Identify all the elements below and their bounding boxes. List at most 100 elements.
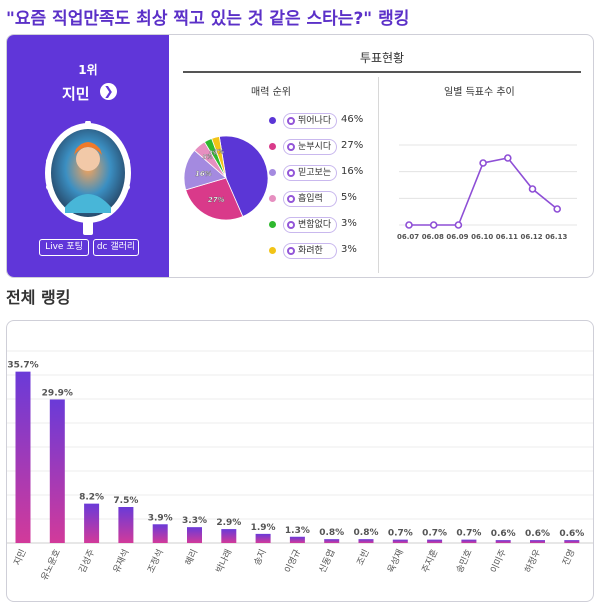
pie-slice-label-4: 5% — [203, 154, 213, 161]
legend-percent: 3% — [341, 244, 357, 255]
legend-color-dot — [269, 117, 276, 124]
bar-12 — [392, 539, 408, 543]
legend-label-text: 화려한 — [298, 246, 323, 256]
trend-point-2 — [429, 221, 438, 229]
legend-label-text: 변함없다 — [298, 220, 332, 230]
bar-value-label-10: 0.8% — [319, 528, 344, 538]
legend-circle-icon — [287, 221, 295, 229]
bar-14 — [461, 539, 477, 543]
vote-summary-card: 1위 지민 ❯ Live 포팅 dc 갤러리 투표현 — [6, 34, 594, 278]
bar-value-label-1: 35.7% — [7, 361, 38, 371]
bar-category-label-1: 지민 — [12, 548, 29, 568]
trend-point-7 — [553, 205, 561, 213]
bar-value-label-5: 3.9% — [148, 513, 173, 523]
trend-point-1 — [405, 221, 413, 229]
legend-color-dot — [269, 195, 276, 202]
legend-color-dot — [269, 169, 276, 176]
pie-slice-1 — [218, 135, 269, 218]
bar-category-label-9: 이영규 — [283, 548, 303, 575]
page-headline: "요즘 직업만족도 최상 찍고 있는 것 같은 스타는?" 랭킹 — [6, 9, 410, 29]
bar-category-label-12: 육성재 — [386, 548, 406, 575]
legend-circle-icon — [287, 195, 295, 203]
pie-slice-label-3: 16% — [195, 170, 212, 178]
bar-category-label-3: 김성주 — [76, 547, 97, 575]
overall-ranking-bar-chart: 35.7% 지민 29.9% 유노윤호 8.2% 김성주 7.5% 유재석 3.9% 조정석 3.3… — [7, 350, 593, 582]
bar-3 — [84, 503, 100, 543]
pie-slice-6 — [211, 136, 227, 179]
live-posting-button[interactable]: Live 포팅 — [39, 239, 89, 256]
bar-category-label-8: 송지 — [252, 548, 269, 568]
bar-category-label-15: 이미주 — [488, 548, 508, 575]
trend-point-6 — [528, 185, 537, 193]
bar-category-label-11: 조빈 — [355, 548, 372, 568]
legend-label: 흡입력 — [283, 191, 337, 207]
bar-category-label-6: 혜리 — [182, 547, 200, 567]
bar-15 — [495, 540, 511, 543]
trend-point-3 — [454, 221, 463, 229]
overall-ranking-card: 35.7% 지민 29.9% 유노윤호 8.2% 김성주 7.5% 유재석 3.9% 조정석 3.3… — [6, 320, 594, 602]
daily-trend-chart — [399, 144, 577, 229]
legend-percent: 27% — [341, 140, 364, 151]
legend-percent: 46% — [341, 114, 364, 125]
bar-13 — [427, 539, 443, 543]
daily-trend-title: 일별 득표수 추이 — [444, 87, 515, 98]
trend-date-label: 06.09 — [446, 233, 469, 241]
trend-date-label: 06.08 — [421, 233, 444, 241]
dc-gallery-button[interactable]: dc 갤러리 — [93, 239, 139, 256]
charm-pie-chart: 27% 16% 5%3%3% — [183, 135, 269, 221]
charm-rank-title: 매력 순위 — [251, 87, 291, 98]
trend-point-5 — [504, 154, 512, 162]
winner-detail-arrow-icon[interactable]: ❯ — [100, 83, 117, 100]
trend-point-4 — [479, 159, 487, 167]
vote-status-title: 투표현황 — [359, 51, 405, 65]
bar-value-label-17: 0.6% — [559, 529, 584, 539]
bar-6 — [187, 527, 202, 543]
legend-label: 믿고보는 — [283, 165, 337, 181]
legend-percent: 5% — [341, 192, 357, 203]
bar-value-label-6: 3.3% — [182, 516, 207, 526]
bar-value-label-12: 0.7% — [388, 529, 413, 539]
bar-category-label-5: 조정석 — [145, 548, 165, 575]
trend-date-label: 06.07 — [397, 233, 420, 241]
bar-value-label-13: 0.7% — [422, 529, 447, 539]
trend-date-label: 06.12 — [520, 233, 543, 241]
legend-color-dot — [269, 247, 276, 254]
legend-color-dot — [269, 143, 276, 150]
bar-1 — [15, 371, 31, 543]
winner-photo — [51, 129, 125, 217]
bar-9 — [289, 536, 305, 543]
winner-photo-frame — [45, 121, 131, 235]
legend-circle-icon — [287, 247, 295, 255]
winner-name: 지민 — [62, 85, 90, 103]
bar-10 — [324, 539, 340, 543]
pie-slice-label-2: 27% — [208, 196, 225, 204]
bar-value-label-9: 1.3% — [285, 526, 310, 536]
bar-value-label-16: 0.6% — [525, 529, 550, 539]
pie-slice-label-6: 3% — [214, 148, 224, 155]
pie-slice-2 — [185, 177, 244, 221]
legend-circle-icon — [287, 143, 295, 151]
bar-value-label-15: 0.6% — [491, 529, 516, 539]
trend-date-label: 06.11 — [495, 233, 518, 241]
bar-8 — [255, 533, 271, 543]
legend-circle-icon — [287, 169, 295, 177]
bar-7 — [221, 529, 237, 543]
vote-status-divider — [183, 71, 581, 73]
bar-category-label-16: 하정우 — [523, 548, 543, 575]
bar-2 — [49, 399, 65, 543]
bar-category-label-10: 신동엽 — [317, 548, 337, 575]
legend-label: 뛰어나다 — [283, 113, 337, 129]
legend-circle-icon — [287, 117, 295, 125]
bar-value-label-8: 1.9% — [251, 523, 276, 533]
overall-ranking-title: 전체 랭킹 — [6, 288, 71, 307]
legend-label: 변함없다 — [283, 217, 337, 233]
bar-11 — [358, 539, 374, 543]
bar-category-label-14: 송민호 — [454, 548, 474, 575]
bar-4 — [118, 507, 134, 543]
bar-value-label-11: 0.8% — [354, 528, 379, 538]
legend-label-text: 흡입력 — [298, 194, 323, 204]
legend-label-text: 믿고보는 — [298, 168, 332, 178]
bar-category-label-13: 주지훈 — [419, 547, 440, 575]
bar-value-label-2: 29.9% — [42, 388, 73, 398]
bar-value-label-7: 2.9% — [216, 518, 241, 528]
